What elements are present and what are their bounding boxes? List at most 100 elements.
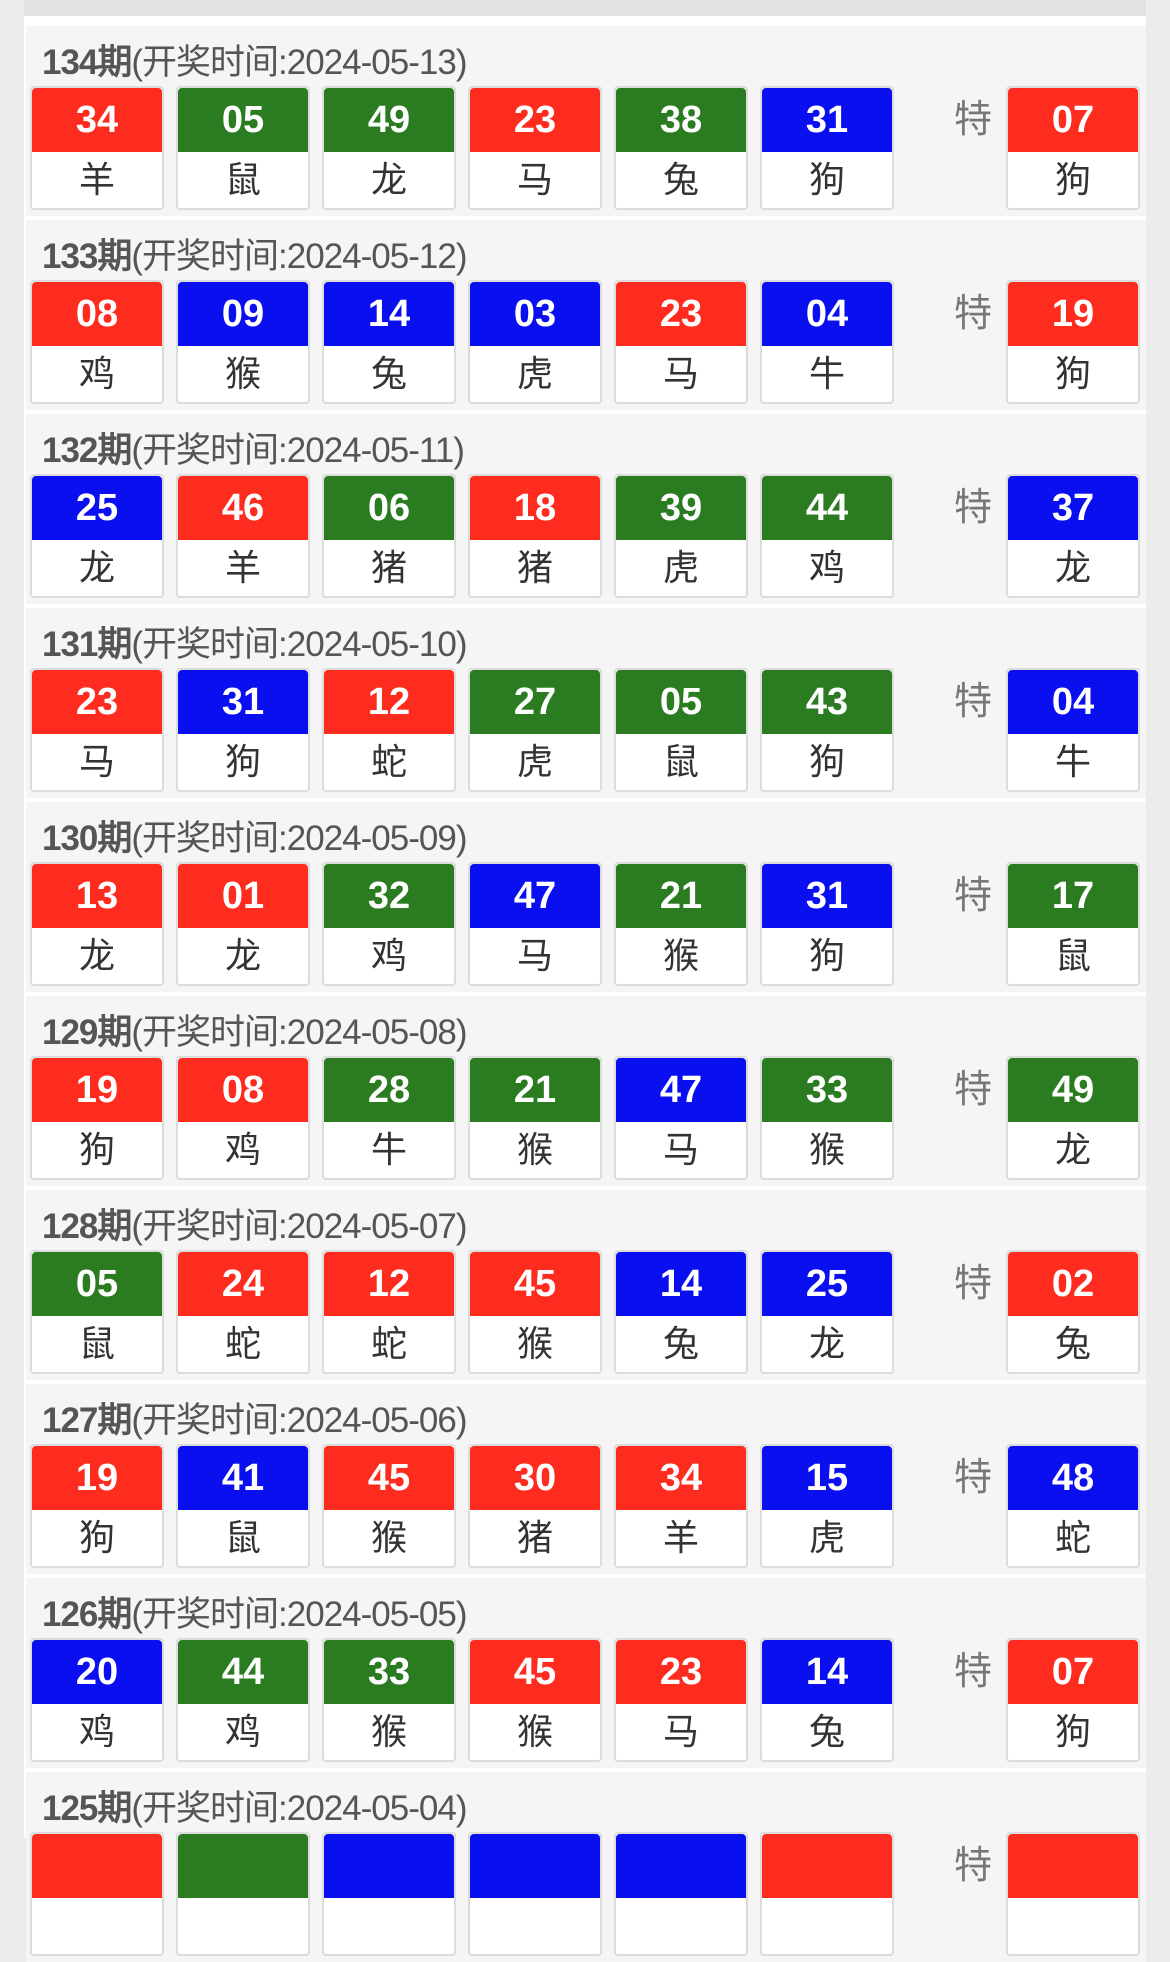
- draw-date: (开奖时间:2024-05-11): [131, 431, 464, 470]
- special-ball: 19 狗: [1006, 280, 1140, 404]
- ball-number: 14: [616, 1252, 746, 1316]
- ball-number: 17: [1008, 864, 1138, 928]
- ball-zodiac: 兔: [662, 1324, 699, 1365]
- special-label: 特: [953, 1067, 992, 1111]
- ball-zodiac: 蛇: [370, 1324, 407, 1365]
- ball-number: 43: [762, 670, 892, 734]
- ball: 15 虎: [760, 1444, 894, 1568]
- draw-card: 130期(开奖时间:2024-05-09) 13 龙 01 龙 32 鸡 47 马 21 猴 31 狗特…: [26, 802, 1146, 992]
- ball-number: 08: [32, 282, 162, 346]
- ball-zodiac: [324, 1898, 454, 1954]
- ball-number: 45: [470, 1252, 600, 1316]
- ball: 19 狗: [30, 1056, 164, 1180]
- ball-zodiac: 猴: [516, 1712, 553, 1753]
- ball: 23 马: [30, 668, 164, 792]
- ball: 31 狗: [760, 86, 894, 210]
- ball-zodiac: 蛇: [1054, 1518, 1091, 1559]
- ball-number: [178, 1834, 308, 1898]
- ball-number: [32, 1834, 162, 1898]
- issue-number: 129期: [42, 1013, 132, 1052]
- ball-number: 15: [762, 1446, 892, 1510]
- ball: 08 鸡: [30, 280, 164, 404]
- special-ball: 49 龙: [1006, 1056, 1140, 1180]
- ball-number: [324, 1834, 454, 1898]
- ball: 43 狗: [760, 668, 894, 792]
- ball-zodiac: 龙: [1054, 1130, 1091, 1171]
- top-bar: [24, 0, 1146, 16]
- ball: 19 狗: [30, 1444, 164, 1568]
- ball-zodiac: 羊: [224, 548, 261, 589]
- ball-number: 19: [1008, 282, 1138, 346]
- ball-zodiac: 鸡: [370, 936, 407, 977]
- issue-number: 126期: [42, 1595, 132, 1634]
- ball-number: 05: [178, 88, 308, 152]
- draw-date: (开奖时间:2024-05-05): [131, 1595, 467, 1634]
- ball-number: 33: [324, 1640, 454, 1704]
- ball-number: 20: [32, 1640, 162, 1704]
- ball: 20 鸡: [30, 1638, 164, 1762]
- ball-number: 39: [616, 476, 746, 540]
- ball-zodiac: 鼠: [224, 1518, 261, 1559]
- special-ball: 07 狗: [1006, 1638, 1140, 1762]
- ball: 08 鸡: [176, 1056, 310, 1180]
- ball-zodiac: 鼠: [662, 742, 699, 783]
- special-ball: 48 蛇: [1006, 1444, 1140, 1568]
- ball: 23 马: [614, 280, 748, 404]
- special-label: 特: [953, 873, 992, 917]
- draw-title: 131期(开奖时间:2024-05-10): [42, 616, 467, 667]
- ball-zodiac: 龙: [224, 936, 261, 977]
- ball: 24 蛇: [176, 1250, 310, 1374]
- ball: 01 龙: [176, 862, 310, 986]
- ball-zodiac: 虎: [662, 548, 699, 589]
- special-label: 特: [953, 485, 992, 529]
- draw-card: 128期(开奖时间:2024-05-07) 05 鼠 24 蛇 12 蛇 45 猴 14 兔 25 龙特…: [26, 1190, 1146, 1380]
- ball-zodiac: 狗: [1054, 160, 1091, 201]
- ball: 46 羊: [176, 474, 310, 598]
- ball: 23 马: [614, 1638, 748, 1762]
- ball: [614, 1832, 748, 1956]
- special-ball: [1006, 1832, 1140, 1956]
- ball: 03 虎: [468, 280, 602, 404]
- ball-zodiac: [762, 1898, 892, 1954]
- ball: 14 兔: [614, 1250, 748, 1374]
- ball-zodiac: 鸡: [808, 548, 845, 589]
- ball-zodiac: 马: [516, 160, 553, 201]
- ball-zodiac: 蛇: [224, 1324, 261, 1365]
- draw-title: 125期(开奖时间:2024-05-04): [42, 1780, 467, 1831]
- issue-number: 132期: [42, 431, 132, 470]
- ball: 33 猴: [322, 1638, 456, 1762]
- ball: 44 鸡: [176, 1638, 310, 1762]
- ball: 34 羊: [30, 86, 164, 210]
- draw-title: 126期(开奖时间:2024-05-05): [42, 1586, 467, 1637]
- ball: 25 龙: [760, 1250, 894, 1374]
- ball-zodiac: 猪: [516, 1518, 553, 1559]
- ball-number: 34: [32, 88, 162, 152]
- ball-zodiac: 兔: [370, 354, 407, 395]
- ball-zodiac: 鼠: [1054, 936, 1091, 977]
- issue-number: 130期: [42, 819, 132, 858]
- ball-number: 12: [324, 1252, 454, 1316]
- ball-zodiac: 狗: [78, 1518, 115, 1559]
- special-label: 特: [953, 291, 992, 335]
- ball-number: 48: [1008, 1446, 1138, 1510]
- draw-date: (开奖时间:2024-05-06): [131, 1401, 467, 1440]
- draw-title: 130期(开奖时间:2024-05-09): [42, 810, 467, 861]
- ball-number: 02: [1008, 1252, 1138, 1316]
- ball-zodiac: 虎: [516, 354, 553, 395]
- draw-card: 125期(开奖时间:2024-05-04) 特: [26, 1772, 1146, 1962]
- draw-card: 133期(开奖时间:2024-05-12) 08 鸡 09 猴 14 兔 03 虎 23 马 04 牛特…: [26, 220, 1146, 410]
- ball: 49 龙: [322, 86, 456, 210]
- draw-title: 134期(开奖时间:2024-05-13): [42, 34, 467, 85]
- ball-number: [762, 1834, 892, 1898]
- ball-number: 31: [762, 88, 892, 152]
- ball-zodiac: 猪: [516, 548, 553, 589]
- ball-zodiac: [616, 1898, 746, 1954]
- ball-number: [1008, 1834, 1138, 1898]
- ball-zodiac: 狗: [1054, 1712, 1091, 1753]
- draw-title: 133期(开奖时间:2024-05-12): [42, 228, 467, 279]
- ball: 12 蛇: [322, 1250, 456, 1374]
- ball-zodiac: 鸡: [78, 354, 115, 395]
- ball-zodiac: 马: [516, 936, 553, 977]
- ball-zodiac: 马: [662, 354, 699, 395]
- ball-number: 18: [470, 476, 600, 540]
